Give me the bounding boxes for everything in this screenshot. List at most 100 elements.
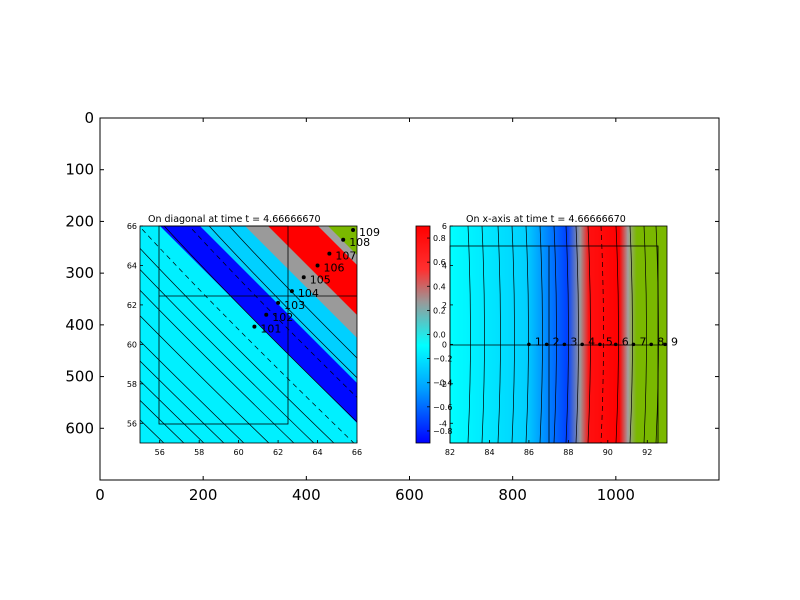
outer-x-tick-label: 1000 [597,486,635,504]
left-contour-line [188,226,357,398]
right-panel-contours [467,226,659,443]
left-point-marker [289,289,294,294]
left-point-label: 105 [310,273,331,286]
left-x-tick-label: 62 [273,448,283,457]
left-y-tick-label: 56 [127,419,137,428]
colorbar: 0.8 0.6 0.4 0.2 0.0 −0.2 −0.4 −0.6 −0.8 [415,225,452,444]
right-point-marker [663,342,667,347]
outer-x-tick-label: 800 [498,486,527,504]
right-contour-line [481,226,485,443]
right-contour-line [655,226,659,443]
right-x-tick-label: 84 [484,448,494,457]
colorbar-tick-label: −0.8 [433,427,452,436]
left-x-tick-label: 60 [234,448,244,457]
left-panel-gray-band [245,226,357,338]
left-x-tick-label: 66 [352,448,362,457]
right-panel-field [450,226,667,443]
left-panel: 56 58 60 62 64 66 56 58 60 62 64 66 101102103104105… [127,214,380,457]
right-point-label: 5 [606,335,613,348]
outer-y-tick-label: 100 [65,161,94,179]
left-panel-ticks: 56 58 60 62 64 66 56 58 60 62 64 66 [127,222,362,457]
colorbar-tick-label: 0.6 [433,258,446,267]
left-contour-line [140,315,270,443]
left-panel-title: On diagonal at time t = 4.66666670 [148,214,321,225]
colorbar-tick-label: 0.0 [433,331,446,340]
right-point-marker [580,342,584,347]
right-x-tick-label: 90 [603,448,613,457]
left-point-label: 107 [335,250,356,263]
left-point-label: 108 [349,236,370,249]
right-x-tick-label: 92 [642,448,652,457]
right-contour-line [511,226,515,443]
right-point-label: 2 [553,335,560,348]
left-point-marker [301,275,306,280]
left-point-marker [252,324,257,329]
right-point-label: 9 [671,335,678,348]
left-panel-inner-box [158,225,289,425]
right-point-marker [631,342,636,347]
left-point-marker [351,227,356,232]
left-point-label: 101 [260,323,281,336]
left-contour-line [208,226,357,379]
left-x-tick-label: 58 [194,448,204,457]
right-contour-line [575,226,579,443]
right-contour-line [525,226,529,443]
outer-y-tick-label: 400 [65,316,94,334]
right-point-label: 1 [535,335,542,348]
outer-y-tick-label: 200 [65,212,94,230]
left-y-tick-label: 62 [127,301,137,310]
right-point-marker [562,342,567,347]
left-point-label: 104 [298,287,319,300]
right-y-tick-label: -4 [439,419,447,428]
right-point-label: 6 [622,335,629,348]
right-y-tick-label: 6 [442,222,447,231]
right-contour-line [497,226,501,443]
right-point-marker [598,342,602,347]
right-contour-line [467,226,471,443]
right-point-label: 7 [639,335,646,348]
right-point-marker [544,342,549,347]
left-x-tick-label: 56 [155,448,165,457]
right-contour-line [539,226,543,443]
left-y-tick-label: 58 [127,380,137,389]
left-point-marker [276,300,281,305]
left-point-label: 106 [324,261,345,274]
right-contour-line [587,226,591,443]
right-y-tick-label: 2 [442,301,447,310]
outer-y-tick-label: 300 [65,264,94,282]
right-contour-line [629,226,633,443]
left-panel-red-band [268,226,357,315]
colorbar-tick-label: 0.8 [433,234,446,243]
colorbar-tick-label: −0.6 [433,403,452,412]
outer-x-tick-label: 600 [395,486,424,504]
right-contour-line [615,226,619,443]
left-point-marker [264,312,269,317]
left-contour-line [140,226,355,443]
outer-x-tick-label: 400 [292,486,321,504]
left-panel-contours [140,226,357,443]
right-x-tick-label: 82 [445,448,455,457]
right-point-label: 8 [657,335,664,348]
outer-x-tick-label: 0 [95,486,105,504]
outer-x-tick-label: 200 [189,486,218,504]
right-panel-title: On x-axis at time t = 4.66666670 [466,214,626,225]
left-y-tick-label: 60 [127,340,137,349]
right-x-tick-label: 86 [524,448,534,457]
right-contour-line [643,226,647,443]
right-panel-ticks: 82 84 86 88 90 92 6 4 2 0 -2 -4 [439,222,652,457]
left-point-label: 103 [284,299,305,312]
right-y-tick-label: 4 [442,261,447,270]
left-contour-line [140,340,245,443]
left-y-tick-label: 66 [127,222,137,231]
right-contour-line [565,226,569,443]
colorbar-tick-label: 0.2 [433,306,446,315]
left-contour-line [163,226,357,423]
left-panel-lower-cyan [140,226,357,443]
left-x-tick-label: 64 [312,448,322,457]
left-panel-gray-band-2 [318,226,357,265]
left-contour-line [228,226,357,359]
left-point-label: 109 [359,226,380,239]
